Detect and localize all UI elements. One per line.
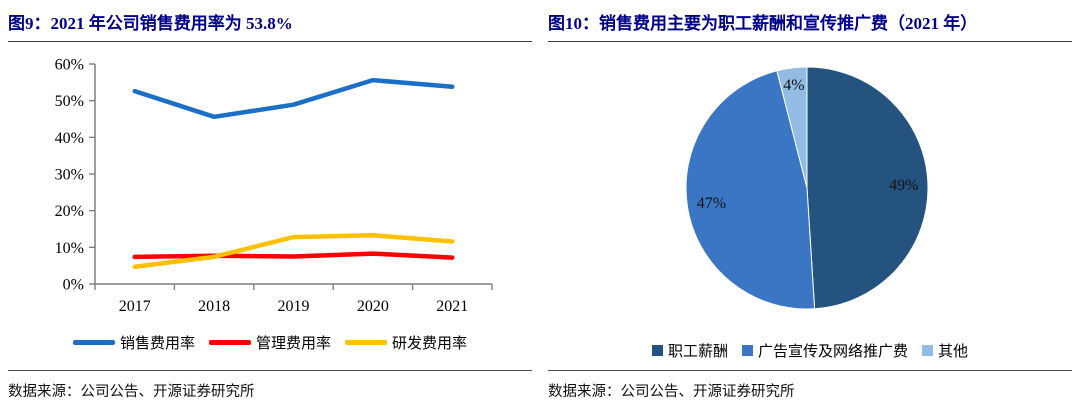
svg-text:47%: 47%	[697, 195, 726, 212]
legend-label: 其他	[938, 344, 969, 360]
legend-line-swatch	[345, 340, 387, 345]
legend-square-swatch	[741, 345, 753, 356]
legend-label: 管理费用率	[255, 336, 331, 352]
svg-text:4%: 4%	[783, 77, 804, 94]
figure10-source-block: 数据来源：公司公告、开源证券研究所	[548, 370, 1072, 414]
svg-text:2017: 2017	[119, 298, 151, 315]
svg-text:2018: 2018	[198, 298, 230, 315]
line-chart-legend: 销售费用率 管理费用率 研发费用率	[8, 332, 532, 353]
legend-label: 研发费用率	[392, 336, 468, 352]
legend-item-广告宣传及网络推广费: 广告宣传及网络推广费	[741, 340, 908, 361]
figure9-title: 图9：2021 年公司销售费用率为 53.8%	[8, 0, 532, 42]
svg-text:60%: 60%	[55, 57, 84, 74]
svg-text:2019: 2019	[278, 298, 310, 315]
svg-text:30%: 30%	[55, 167, 84, 184]
svg-text:2020: 2020	[357, 298, 389, 315]
legend-square-swatch	[922, 345, 933, 356]
legend-item-其他: 其他	[922, 340, 968, 361]
legend-label: 职工薪酬	[667, 344, 728, 360]
pie-chart-svg: 49% 47% 4%	[685, 66, 929, 310]
legend-item-研发费用率: 研发费用率	[345, 332, 467, 353]
legend-item-管理费用率: 管理费用率	[208, 332, 331, 353]
figure10-title: 图10：销售费用主要为职工薪酬和宣传推广费（2021 年）	[548, 0, 1072, 42]
figure10-source: 数据来源：公司公告、开源证券研究所	[548, 384, 795, 400]
figure10-panel: 图10：销售费用主要为职工薪酬和宣传推广费（2021 年） 49% 47% 4% 职…	[548, 0, 1072, 414]
svg-text:0%: 0%	[63, 277, 84, 294]
figure9-panel: 图9：2021 年公司销售费用率为 53.8% 0% 10% 20% 30% 40% 50…	[8, 0, 532, 414]
pie-chart-area: 49% 47% 4%	[548, 42, 1072, 328]
svg-text:50%: 50%	[55, 93, 84, 110]
legend-label: 广告宣传及网络推广费	[757, 344, 908, 360]
svg-text:2021: 2021	[436, 298, 468, 315]
legend-line-swatch	[208, 340, 251, 345]
svg-text:49%: 49%	[889, 177, 918, 194]
svg-text:20%: 20%	[55, 203, 84, 220]
figure9-source: 数据来源：公司公告、开源证券研究所	[8, 384, 255, 400]
legend-item-职工薪酬: 职工薪酬	[651, 340, 728, 361]
svg-text:10%: 10%	[55, 240, 84, 257]
figure9-source-block: 数据来源：公司公告、开源证券研究所	[8, 370, 532, 414]
line-chart-area: 0% 10% 20% 30% 40% 50% 60% 2017 2018 2019 2020 2021	[8, 42, 532, 320]
svg-text:40%: 40%	[55, 130, 84, 147]
legend-label: 销售费用率	[119, 336, 195, 352]
line-chart-svg: 0% 10% 20% 30% 40% 50% 60% 2017 2018 2019 2020 2021	[55, 57, 493, 315]
legend-square-swatch	[651, 345, 663, 356]
legend-line-swatch	[72, 340, 115, 345]
legend-item-销售费用率: 销售费用率	[72, 332, 195, 353]
pie-chart-legend: 职工薪酬 广告宣传及网络推广费 其他	[548, 340, 1072, 361]
